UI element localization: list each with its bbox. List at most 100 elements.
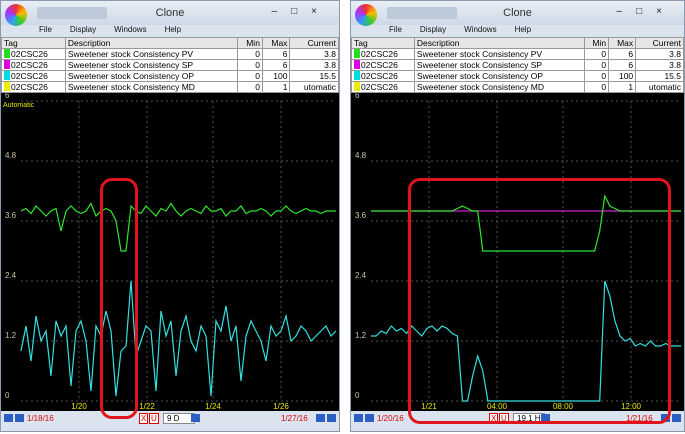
- cell: 0: [237, 81, 263, 93]
- header-cell: Current: [289, 37, 339, 49]
- header-cell: Current: [635, 37, 684, 49]
- cell: 100: [261, 70, 291, 82]
- x-tick-label: 1/22: [139, 402, 155, 411]
- span-dropdown[interactable]: [541, 414, 550, 422]
- cell: Sweetener stock Consistency SP: [413, 59, 585, 71]
- span-dropdown[interactable]: [191, 414, 200, 422]
- pen-row[interactable]: 02CSC26 Sweetener stock Consistency OP 0 10…: [351, 70, 684, 82]
- y-tick-label: 0: [5, 391, 10, 400]
- y-tick-label: 4.8: [355, 151, 367, 160]
- x-tick-label: 1/20: [71, 402, 87, 411]
- nav-button[interactable]: [672, 414, 681, 422]
- cell: 6: [261, 59, 291, 71]
- cell-text: 02CSC26: [361, 60, 398, 70]
- cell-text: 0: [601, 60, 607, 70]
- trend-line: [371, 194, 681, 252]
- cell-text: 0: [601, 82, 607, 92]
- window: Clone –□× File Display Windows Help Tag Descrip…: [0, 0, 340, 432]
- header-cell: Min: [237, 37, 263, 49]
- pen-swatch: [4, 60, 10, 69]
- nav-button[interactable]: [316, 414, 325, 422]
- cell: 02CSC26: [351, 81, 415, 93]
- y-tick-label: 6: [5, 93, 10, 100]
- highlight: [408, 178, 671, 424]
- cell-text: utomatic: [648, 82, 681, 92]
- window-buttons[interactable]: –□×: [616, 6, 676, 17]
- nav-button[interactable]: [4, 414, 13, 422]
- menu-item[interactable]: Windows: [114, 25, 147, 34]
- cell: Sweetener stock Consistency SP: [64, 59, 239, 71]
- pen-row[interactable]: 02CSC26 Sweetener stock Consistency OP 0 10…: [1, 70, 339, 82]
- header-cell: Description: [64, 37, 239, 49]
- annotation: Automatic: [3, 102, 35, 109]
- cell: 15.5: [635, 70, 684, 82]
- pen-row[interactable]: 02CSC26 Sweetener stock Consistency SP 0 6 3…: [1, 59, 339, 71]
- pen-row[interactable]: 02CSC26 Sweetener stock Consistency MD 0 1 u…: [351, 81, 684, 93]
- window-buttons[interactable]: –□×: [271, 6, 331, 17]
- pen-row[interactable]: 02CSC26 Sweetener stock Consistency SP 0 6 3…: [351, 59, 684, 71]
- header-row: Tag Description Min Max Current: [351, 37, 684, 49]
- cell-text: 0: [255, 71, 260, 81]
- pen-row[interactable]: 02CSC26 Sweetener stock Consistency PV 0 6 3…: [351, 48, 684, 60]
- cell: utomatic: [289, 81, 339, 93]
- menu-item[interactable]: Display: [69, 25, 97, 34]
- x-tick-label: 12:00: [621, 402, 642, 411]
- cell-text: 15.5: [664, 71, 681, 81]
- cell-text: Sweetener stock Consistency SP: [416, 60, 543, 70]
- start-date: 1/18/16: [27, 414, 54, 423]
- pen-row[interactable]: 02CSC26 Sweetener stock Consistency MD 0 1 u…: [1, 81, 339, 93]
- trend-line: [371, 280, 681, 402]
- cell: 02CSC26: [1, 59, 66, 71]
- header-cell: Description: [413, 37, 585, 49]
- toolbar[interactable]: [387, 7, 457, 19]
- pen-swatch: [354, 60, 360, 69]
- menu-item[interactable]: Help: [514, 25, 532, 34]
- pen-swatch: [4, 82, 10, 91]
- app-icon[interactable]: [355, 4, 377, 26]
- cell: Sweetener stock Consistency MD: [413, 81, 585, 93]
- cell-text: 02CSC26: [361, 82, 398, 92]
- cell-text: 0: [601, 49, 607, 59]
- cell: 6: [608, 59, 637, 71]
- cell-text: 02CSC26: [11, 60, 48, 70]
- cell: 0: [583, 70, 610, 82]
- toolbar[interactable]: [37, 7, 107, 19]
- nav-button[interactable]: [354, 414, 363, 422]
- header-cell: Tag: [1, 37, 66, 49]
- nav-button[interactable]: [327, 414, 336, 422]
- pen-swatch: [4, 71, 10, 80]
- cell-text: Sweetener stock Consistency PV: [67, 49, 194, 59]
- y-tick-label: 3.6: [355, 211, 367, 220]
- x-button[interactable]: X: [139, 413, 149, 424]
- footer-bar: 1/18/16 X U 9 D 1/27/16: [1, 411, 339, 425]
- highlight: [100, 178, 138, 419]
- cell: 0: [237, 59, 263, 71]
- cell-text: 02CSC26: [361, 49, 398, 59]
- cell-text: 6: [282, 60, 288, 70]
- menu-item[interactable]: Help: [164, 25, 182, 34]
- y-tick-label: 0: [355, 391, 360, 400]
- cell: 1: [608, 81, 637, 93]
- cell: 100: [608, 70, 637, 82]
- cell: 0: [237, 48, 263, 60]
- cell-text: 02CSC26: [11, 71, 48, 81]
- menu-item[interactable]: File: [39, 25, 52, 34]
- y-tick-label: 2.4: [5, 271, 17, 280]
- window-title: Clone: [155, 7, 185, 19]
- cell-text: 02CSC26: [11, 49, 48, 59]
- app-icon[interactable]: [5, 4, 27, 26]
- pen-swatch: [354, 71, 360, 80]
- menu-bar: File Display Windows Help: [1, 25, 339, 37]
- nav-button[interactable]: [15, 414, 24, 422]
- pen-table: Tag Description Min Max Current 02CSC26 Sweete…: [1, 37, 339, 93]
- u-button[interactable]: U: [149, 413, 159, 424]
- cell: 15.5: [289, 70, 339, 82]
- trend-line: [20, 202, 336, 252]
- menu-item[interactable]: File: [389, 25, 402, 34]
- nav-button[interactable]: [365, 414, 374, 422]
- menu-item[interactable]: Display: [419, 25, 447, 34]
- pen-row[interactable]: 02CSC26 Sweetener stock Consistency PV 0 6 3…: [1, 48, 339, 60]
- cell-text: 0: [255, 82, 260, 92]
- x-tick-label: 1/26: [273, 402, 289, 411]
- menu-item[interactable]: Windows: [464, 25, 497, 34]
